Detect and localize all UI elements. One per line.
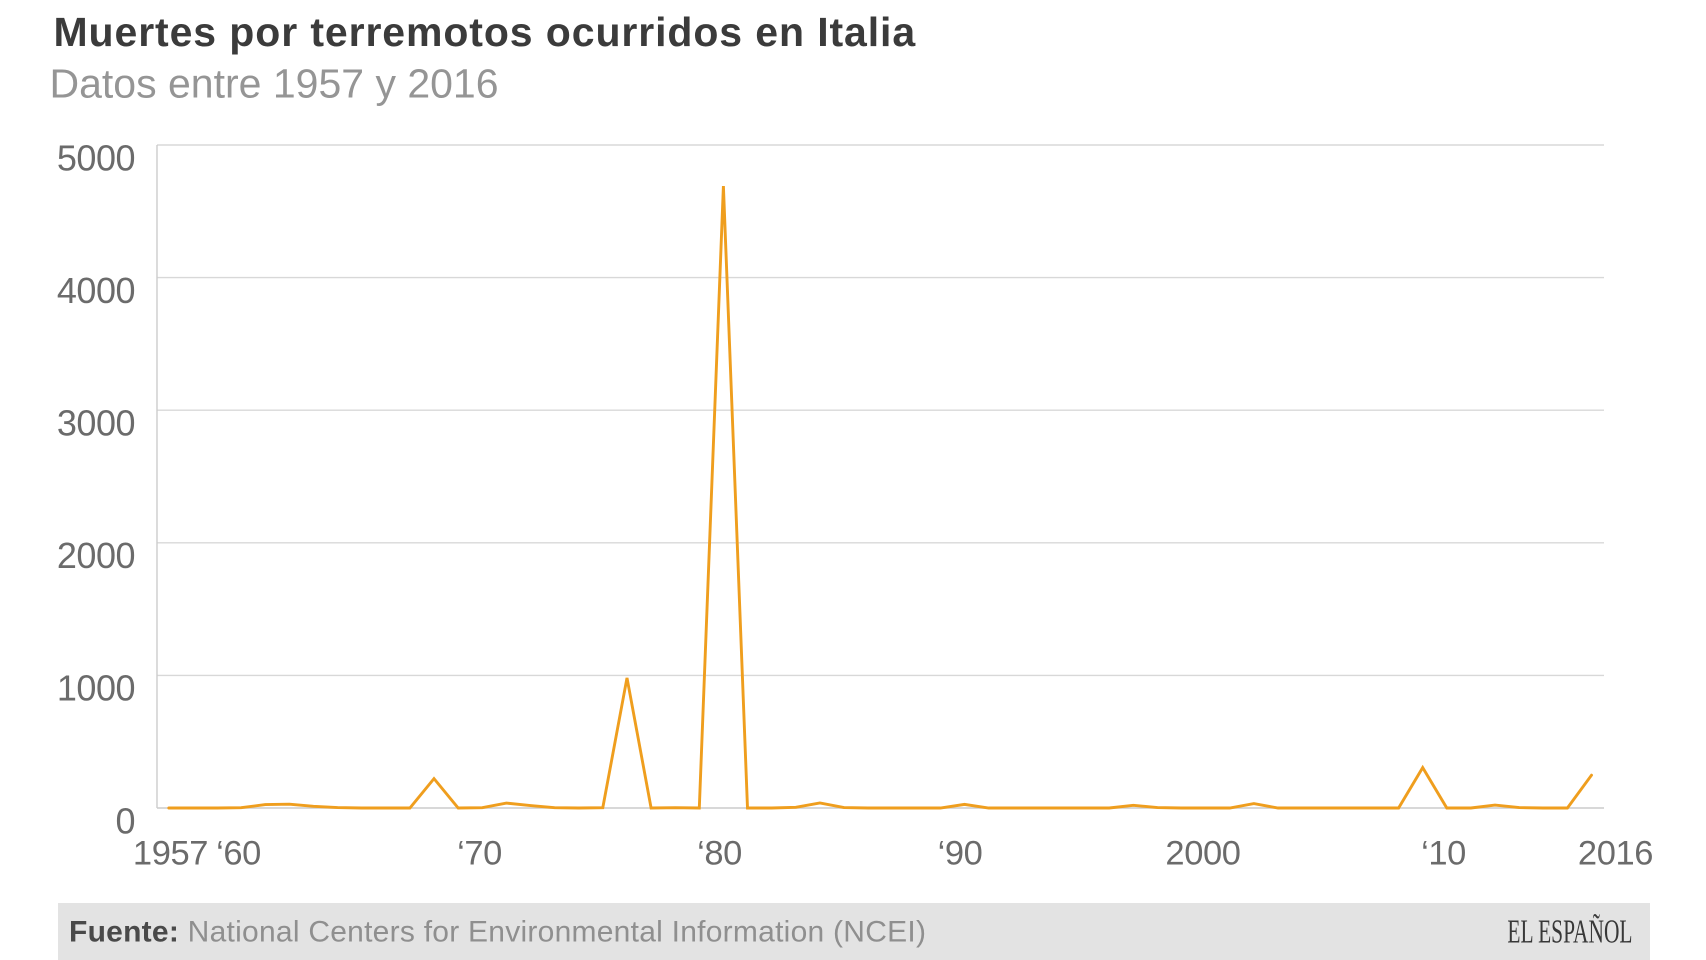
svg-text:EL ESPAÑOL: EL ESPAÑOL [1507, 913, 1632, 951]
svg-text:1000: 1000 [57, 668, 135, 709]
svg-text:‘60: ‘60 [216, 835, 261, 873]
svg-text:1957: 1957 [133, 835, 208, 873]
svg-text:2016: 2016 [1578, 835, 1653, 873]
svg-text:4000: 4000 [57, 270, 135, 311]
svg-text:2000: 2000 [57, 535, 135, 576]
svg-text:0: 0 [115, 800, 135, 841]
svg-text:‘10: ‘10 [1421, 835, 1466, 873]
svg-text:3000: 3000 [57, 403, 135, 444]
svg-text:2000: 2000 [1165, 835, 1240, 873]
svg-text:Datos entre 1957 y 2016: Datos entre 1957 y 2016 [50, 60, 499, 106]
svg-text:‘70: ‘70 [457, 835, 502, 873]
svg-text:‘90: ‘90 [938, 835, 983, 873]
svg-text:Muertes por terremotos ocurrid: Muertes por terremotos ocurridos en Ital… [54, 9, 917, 55]
svg-text:Fuente: National Centers for E: Fuente: National Centers for Environment… [69, 916, 926, 949]
svg-text:‘80: ‘80 [697, 835, 742, 873]
svg-text:5000: 5000 [57, 137, 135, 178]
